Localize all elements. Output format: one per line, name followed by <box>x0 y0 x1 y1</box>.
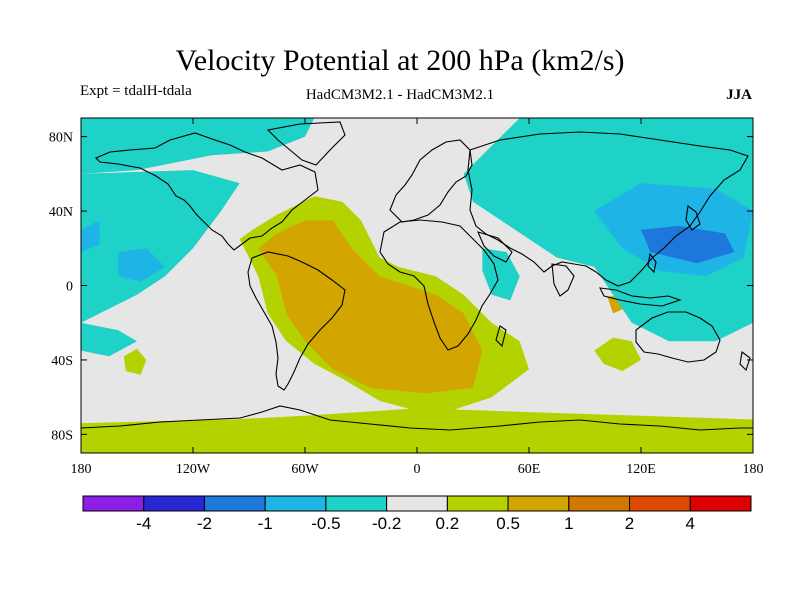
colorbar-label: -4 <box>136 514 151 533</box>
coastline-greenland <box>266 121 346 166</box>
colorbar: -4 -2 -1 -0.5 -0.2 0.2 0.5 1 2 4 <box>82 495 752 533</box>
colorbar-label: 4 <box>686 514 695 533</box>
contour-region-positive-southern-ocean <box>81 408 753 453</box>
colorbar-swatch <box>629 495 691 512</box>
contour-region-negative-north-atlantic-pacific <box>81 118 315 174</box>
colorbar-swatch <box>446 495 509 512</box>
page-title: Velocity Potential at 200 hPa (km2/s) <box>175 44 625 77</box>
colorbar-swatch <box>82 495 145 512</box>
colorbar-swatch <box>689 495 752 512</box>
colorbar-label: -2 <box>197 514 212 533</box>
coastline-south-america <box>247 251 346 391</box>
contour-region-negative-south-pacific-blob <box>81 322 137 357</box>
x-tick-label: 120E <box>626 462 656 477</box>
y-tick-label: 40N <box>49 205 73 220</box>
models-label: HadCM3M2.1 - HadCM3M2.1 <box>305 87 495 103</box>
coastline-europe <box>389 139 473 223</box>
coastline-philippines <box>647 252 657 274</box>
coastline-layer <box>81 121 753 431</box>
contour-region-moderate-negative-central-pacific <box>118 248 165 282</box>
coastline-africa <box>379 219 499 351</box>
x-tick-label: 60E <box>518 462 541 477</box>
axes-layer: 180 120W 60W 0 60E 120E 180 80N 40N 0 40S 80S <box>49 118 764 477</box>
colorbar-label: 0.5 <box>496 514 520 533</box>
season-label: JJA <box>726 87 752 103</box>
colorbar-swatch <box>264 495 327 512</box>
y-tick-label: 80S <box>51 428 73 443</box>
colorbar-label: -0.5 <box>311 514 340 533</box>
contour-region-positive-south-of-australia <box>594 337 641 372</box>
colorbar-swatch <box>203 495 266 512</box>
colorbar-swatch <box>568 495 631 512</box>
colorbar-label: 0.2 <box>436 514 460 533</box>
x-tick-label: 180 <box>743 462 764 477</box>
x-tick-label: 0 <box>414 462 421 477</box>
y-tick-label: 40S <box>51 354 73 369</box>
coastline-antarctica <box>81 405 753 431</box>
coastline-australia <box>635 311 721 363</box>
colorbar-swatch <box>386 495 448 512</box>
contour-region-positive-south-pacific-blob <box>123 348 147 375</box>
contour-region-negative-east-pacific <box>81 170 240 323</box>
x-tick-label: 120W <box>176 462 211 477</box>
contour-region-strong-negative-west-pacific <box>641 225 735 264</box>
x-tick-label: 180 <box>71 462 92 477</box>
coastline-japan <box>685 205 701 231</box>
colorbar-swatch <box>143 495 205 512</box>
colorbar-swatch <box>325 495 388 512</box>
experiment-label: Expt = tdalH-tdala <box>80 83 192 99</box>
coastline-north-america <box>95 132 319 251</box>
colorbar-label: -1 <box>258 514 273 533</box>
coastline-asia <box>467 131 749 287</box>
y-tick-label: 80N <box>49 131 73 146</box>
coastline-new-zealand <box>739 351 751 372</box>
colorbar-label: 1 <box>564 514 573 533</box>
coastline-indonesia <box>599 287 682 307</box>
colorbar-label: -0.2 <box>372 514 401 533</box>
coastline-arabia <box>477 231 513 263</box>
colorbar-swatch <box>507 495 570 512</box>
contour-region-strong-positive-core <box>258 220 483 394</box>
coastline-madagascar <box>495 325 507 348</box>
x-tick-label: 60W <box>291 462 319 477</box>
contour-region-moderate-negative-dateline <box>81 220 100 252</box>
coastline-india <box>551 263 575 297</box>
colorbar-label: 2 <box>625 514 634 533</box>
y-tick-label: 0 <box>66 280 73 295</box>
contour-fill-layer <box>81 118 753 453</box>
